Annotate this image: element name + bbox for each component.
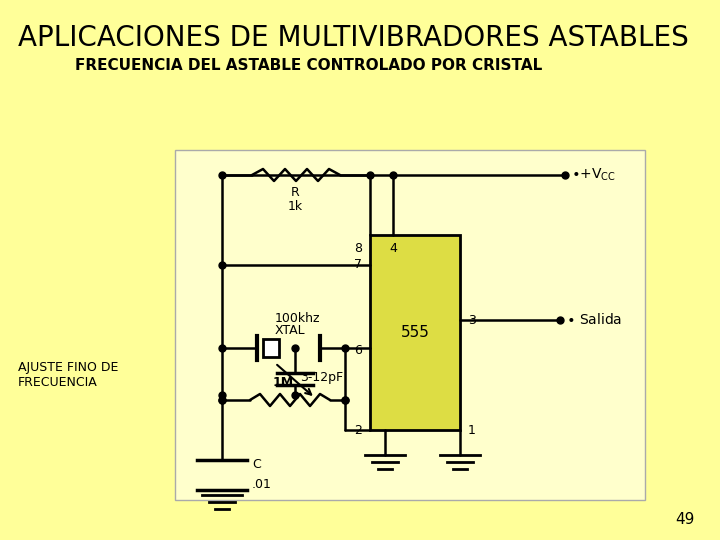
Text: 1: 1 — [468, 423, 476, 436]
Bar — [370, 235, 460, 430]
Text: R: R — [291, 186, 300, 199]
Bar — [263, 339, 279, 357]
Text: APLICACIONES DE MULTIVIBRADORES ASTABLES: APLICACIONES DE MULTIVIBRADORES ASTABLES — [18, 24, 689, 52]
Text: FRECUENCIA: FRECUENCIA — [18, 375, 98, 388]
Text: $\bullet$+V$_\mathsf{CC}$: $\bullet$+V$_\mathsf{CC}$ — [571, 167, 616, 183]
Text: 3-12pF: 3-12pF — [300, 372, 343, 384]
Text: 100khz: 100khz — [275, 312, 320, 325]
Text: 49: 49 — [675, 512, 695, 528]
Text: 1M: 1M — [272, 375, 294, 388]
Text: 555: 555 — [400, 325, 429, 340]
Text: $\bullet$ Salida: $\bullet$ Salida — [566, 313, 622, 327]
Text: 6: 6 — [354, 343, 362, 356]
Text: 8: 8 — [354, 242, 362, 255]
Text: AJUSTE FINO DE: AJUSTE FINO DE — [18, 361, 118, 375]
Text: XTAL: XTAL — [275, 325, 305, 338]
Text: 4: 4 — [389, 242, 397, 255]
Bar — [175, 150, 645, 500]
Text: 2: 2 — [354, 423, 362, 436]
Text: C: C — [252, 458, 261, 471]
Text: .01: .01 — [252, 478, 272, 491]
Text: 1k: 1k — [287, 199, 302, 213]
Text: 3: 3 — [468, 314, 476, 327]
Text: 7: 7 — [354, 259, 362, 272]
Text: FRECUENCIA DEL ASTABLE CONTROLADO POR CRISTAL: FRECUENCIA DEL ASTABLE CONTROLADO POR CR… — [75, 57, 542, 72]
